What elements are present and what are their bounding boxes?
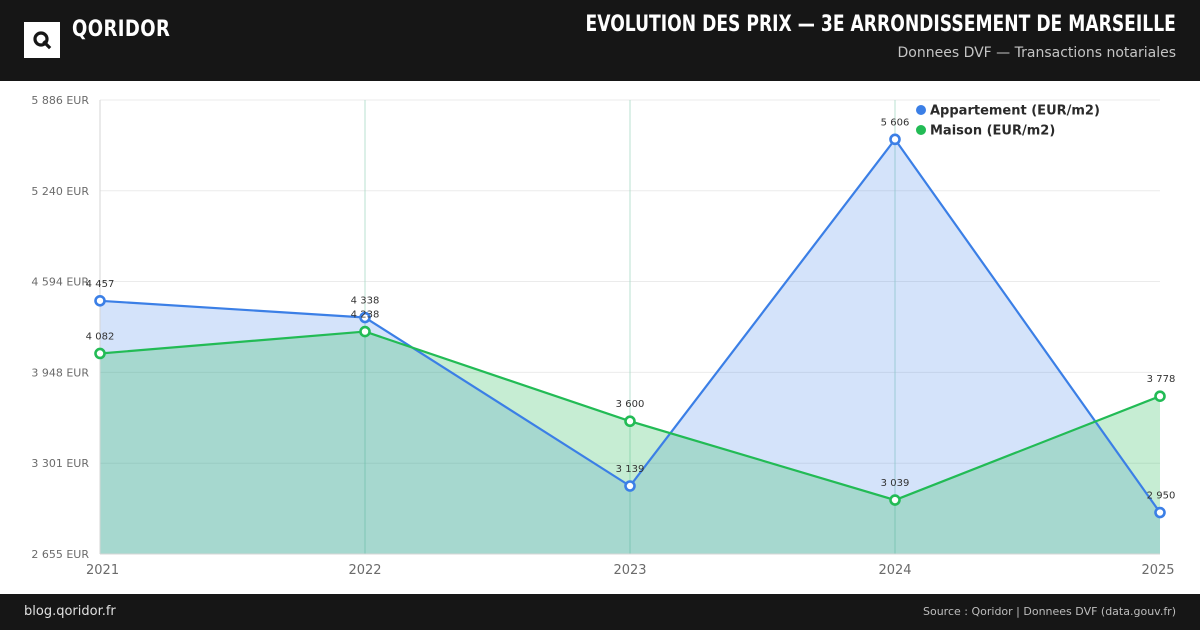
x-tick-label: 2024: [878, 563, 911, 578]
data-point-appartement: [1154, 506, 1166, 519]
data-label-maison: 3 039: [881, 478, 910, 489]
data-point-appartement: [359, 311, 371, 324]
area-fill-appartement: [100, 139, 1160, 554]
data-point-maison: [1154, 390, 1166, 403]
chart-subtitle: Donnees DVF — Transactions notariales: [897, 45, 1177, 61]
y-tick-label: 5 240 EUR: [31, 185, 89, 198]
data-point-maison: [889, 494, 901, 506]
data-label-appartement: 4 338: [351, 296, 380, 307]
brand-name[interactable]: QORIDOR: [72, 17, 171, 42]
footer-bar: blog.qoridor.fr Source : Qoridor | Donne…: [0, 594, 1200, 630]
x-tick-label: 2023: [613, 563, 646, 578]
area-fill-maison: [100, 331, 1160, 554]
data-label-maison: 3 778: [1147, 374, 1176, 385]
y-tick-label: 3 948 EUR: [31, 366, 89, 379]
x-tick-label: 2021: [86, 563, 119, 578]
data-label-appartement: 5 606: [881, 117, 910, 128]
q-logo-icon: [33, 31, 52, 50]
data-point-maison: [94, 347, 106, 360]
data-label-maison: 4 082: [86, 331, 115, 342]
brand-logo[interactable]: [24, 22, 60, 58]
data-label-maison: 4 238: [351, 310, 380, 321]
data-point-appartement: [889, 133, 901, 146]
price-evolution-chart: 2 655 EUR 3 301 EUR 3 948 EUR 4 594 EUR 5 24…: [31, 94, 1176, 578]
y-tick-label: 4 594 EUR: [31, 276, 89, 289]
y-tick-label: 5 886 EUR: [31, 94, 89, 107]
data-point-appartement: [94, 294, 106, 307]
data-point-maison: [359, 325, 371, 338]
chart-title: EVOLUTION DES PRIX — 3E ARRONDISSEMENT D…: [585, 12, 1176, 37]
data-labels: 4 457 4 338 3 139 5 606 2 950 4 082 4 238 3 600…: [86, 117, 1176, 501]
x-tick-label: 2025: [1141, 563, 1174, 578]
header-bar: QORIDOR EVOLUTION DES PRIX — 3E ARRONDIS…: [0, 0, 1200, 81]
legend-label-appartement: Appartement (EUR/m2): [930, 104, 1100, 119]
axes: 2 655 EUR 3 301 EUR 3 948 EUR 4 594 EUR 5 24…: [31, 94, 1174, 578]
data-label-maison: 3 600: [616, 399, 645, 410]
y-tick-label: 3 301 EUR: [31, 457, 89, 470]
x-tick-label: 2022: [348, 563, 381, 578]
legend-label-maison: Maison (EUR/m2): [930, 124, 1055, 139]
y-tick-label: 2 655 EUR: [31, 548, 89, 561]
chart-legend: Appartement (EUR/m2) Maison (EUR/m2): [916, 104, 1100, 139]
data-label-appartement: 2 950: [1147, 491, 1176, 502]
data-point-appartement: [624, 480, 636, 492]
data-label-appartement: 3 139: [616, 464, 645, 475]
data-label-appartement: 4 457: [86, 279, 115, 290]
footer-blog-link[interactable]: blog.qoridor.fr: [24, 604, 116, 619]
footer-source: Source : Qoridor | Donnees DVF (data.gou…: [923, 605, 1176, 618]
legend-swatch-maison: [916, 125, 926, 135]
data-point-maison: [624, 415, 636, 428]
series-areas: [100, 139, 1160, 554]
data-points: [94, 133, 1166, 519]
legend-swatch-appartement: [916, 105, 926, 115]
